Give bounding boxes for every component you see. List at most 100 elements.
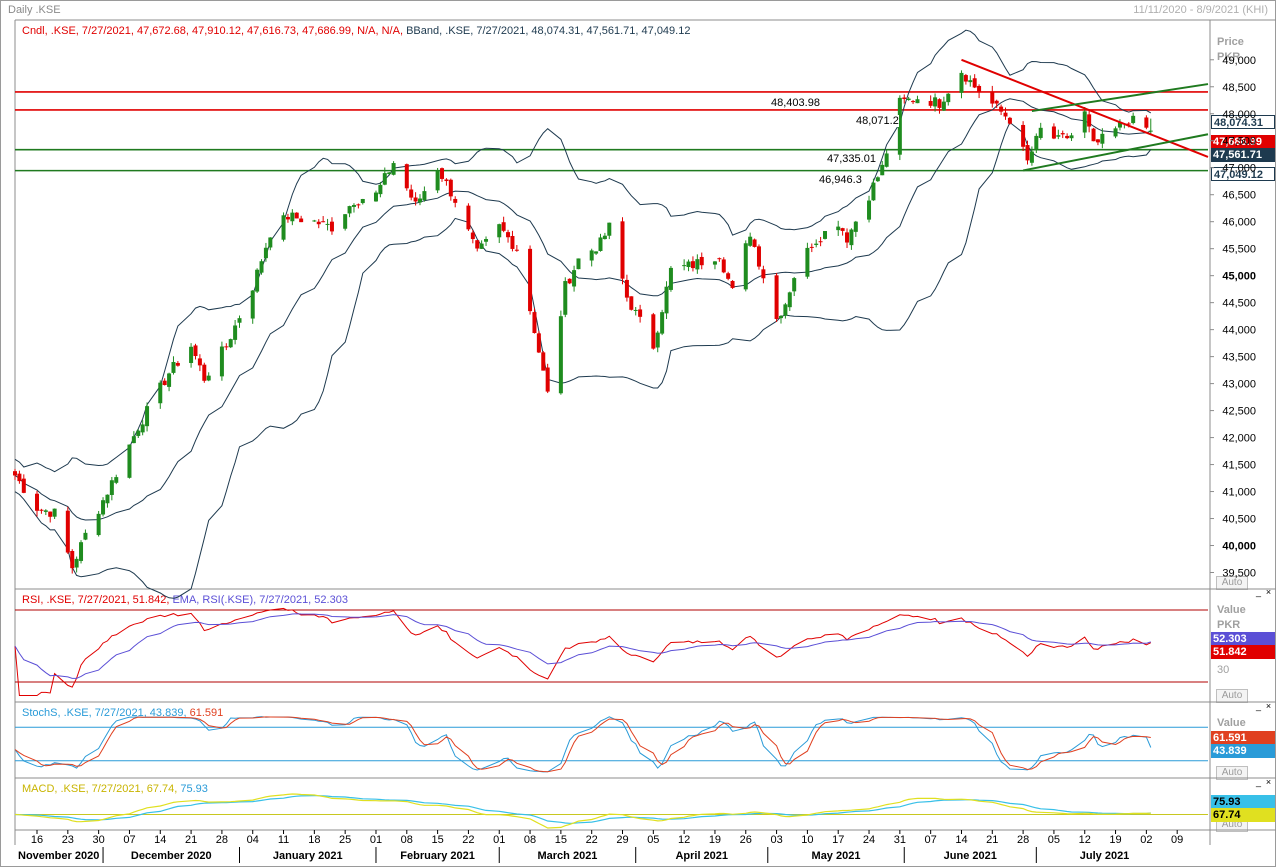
candle-body bbox=[761, 269, 766, 279]
candle bbox=[1007, 116, 1012, 125]
candle bbox=[224, 343, 229, 351]
stoch-minimize-icon[interactable]: _ bbox=[1255, 701, 1261, 711]
candle bbox=[343, 214, 348, 231]
candle-body bbox=[202, 364, 207, 381]
rsi-minimize-icon[interactable]: _ bbox=[1255, 587, 1261, 597]
candle bbox=[101, 497, 106, 517]
candle-body bbox=[668, 267, 673, 290]
candle bbox=[871, 178, 876, 201]
price-axis-title: Price bbox=[1217, 36, 1244, 48]
candle bbox=[572, 265, 577, 292]
macd-legend: MACD, .KSE, 7/27/2021, 67.74, 75.93 bbox=[22, 783, 208, 795]
candle bbox=[162, 378, 167, 386]
level-label-1: 48,403.98 bbox=[771, 97, 820, 109]
candle bbox=[233, 320, 238, 345]
candle-body bbox=[233, 325, 238, 340]
candle bbox=[638, 304, 643, 323]
candle-body bbox=[805, 247, 810, 277]
trendline-2 bbox=[1031, 83, 1209, 113]
stoch-auto-button[interactable]: Auto bbox=[1216, 766, 1248, 780]
candle-body bbox=[189, 346, 194, 363]
candle-body bbox=[897, 97, 902, 155]
candle bbox=[699, 252, 704, 270]
candle bbox=[1087, 109, 1092, 133]
candle-body bbox=[633, 309, 638, 311]
bollinger-bands bbox=[14, 29, 1152, 599]
month-label: May 2021 bbox=[812, 850, 861, 862]
candle bbox=[761, 265, 766, 284]
month-label: February 2021 bbox=[400, 850, 475, 862]
candle-body bbox=[977, 85, 982, 93]
candle bbox=[1060, 130, 1065, 139]
candle-body bbox=[65, 510, 70, 553]
candle bbox=[633, 306, 638, 316]
month-label: April 2021 bbox=[675, 850, 728, 862]
candle bbox=[541, 350, 546, 371]
candle bbox=[43, 509, 48, 516]
candle-body bbox=[598, 237, 603, 251]
candle-body bbox=[506, 232, 511, 238]
candle-body bbox=[1117, 122, 1122, 128]
candle bbox=[563, 277, 568, 318]
price-tick-label: 44,500 bbox=[1222, 298, 1256, 310]
candle-body bbox=[316, 221, 321, 225]
candle bbox=[1021, 121, 1026, 152]
day-tick-label: 26 bbox=[740, 834, 752, 846]
candle-body bbox=[1095, 139, 1100, 143]
candle bbox=[356, 203, 361, 209]
candle-body bbox=[440, 168, 445, 179]
candle bbox=[602, 232, 607, 240]
candle-body bbox=[814, 243, 819, 245]
day-tick-label: 12 bbox=[1079, 834, 1091, 846]
candle-body bbox=[792, 278, 797, 292]
candle bbox=[589, 248, 594, 267]
candle-body bbox=[840, 228, 845, 231]
candle bbox=[620, 217, 625, 285]
tag-stoch-k: 43.839 bbox=[1211, 744, 1275, 758]
candle-body bbox=[136, 430, 141, 436]
candle bbox=[158, 380, 163, 409]
candle-body bbox=[351, 204, 356, 207]
candle bbox=[845, 228, 850, 248]
candle-body bbox=[470, 232, 475, 240]
candle-body bbox=[664, 286, 669, 314]
candle-body bbox=[1069, 135, 1074, 139]
candle-body bbox=[787, 292, 792, 308]
candle bbox=[1003, 107, 1008, 120]
rsi-axis-unit: PKR bbox=[1217, 619, 1241, 631]
candle-body bbox=[312, 220, 317, 222]
candle-body bbox=[620, 221, 625, 279]
month-label: December 2020 bbox=[131, 850, 212, 862]
stoch-close-icon[interactable]: × bbox=[1265, 701, 1272, 711]
price-tick-label: 42,000 bbox=[1222, 433, 1256, 445]
candle bbox=[1065, 133, 1070, 140]
day-tick-label: 21 bbox=[185, 834, 197, 846]
macd-minimize-icon[interactable]: _ bbox=[1255, 777, 1261, 787]
candle-body bbox=[752, 239, 757, 247]
price-tick-label: 46,000 bbox=[1222, 217, 1256, 229]
candle-body bbox=[783, 304, 788, 316]
candle bbox=[312, 219, 317, 222]
level-label-4: 46,946.3 bbox=[819, 174, 862, 186]
tag-bb-upper: 48,074.31 bbox=[1211, 115, 1275, 129]
day-tick-label: 28 bbox=[1017, 834, 1029, 846]
stoch-legend: StochS, .KSE, 7/27/2021, 43.839, 61.591 bbox=[22, 707, 223, 719]
level-label-2: 48,071.2 bbox=[856, 115, 899, 127]
rsi-close-icon[interactable]: × bbox=[1265, 587, 1272, 597]
day-tick-label: 01 bbox=[493, 834, 505, 846]
candle-body bbox=[629, 296, 634, 310]
bb-middle-line bbox=[14, 98, 1151, 521]
candle-body bbox=[576, 258, 581, 270]
candle-body bbox=[748, 236, 753, 246]
candle bbox=[756, 244, 761, 270]
candle-body bbox=[699, 256, 704, 266]
candle bbox=[576, 258, 581, 270]
stoch-axis-title: Value bbox=[1217, 717, 1246, 729]
candle-body bbox=[74, 558, 79, 568]
tag-macd: 67.74 bbox=[1211, 808, 1275, 822]
candle bbox=[83, 529, 88, 541]
macd-close-icon[interactable]: × bbox=[1265, 777, 1272, 787]
candle bbox=[268, 237, 273, 251]
candle-body bbox=[510, 236, 515, 249]
